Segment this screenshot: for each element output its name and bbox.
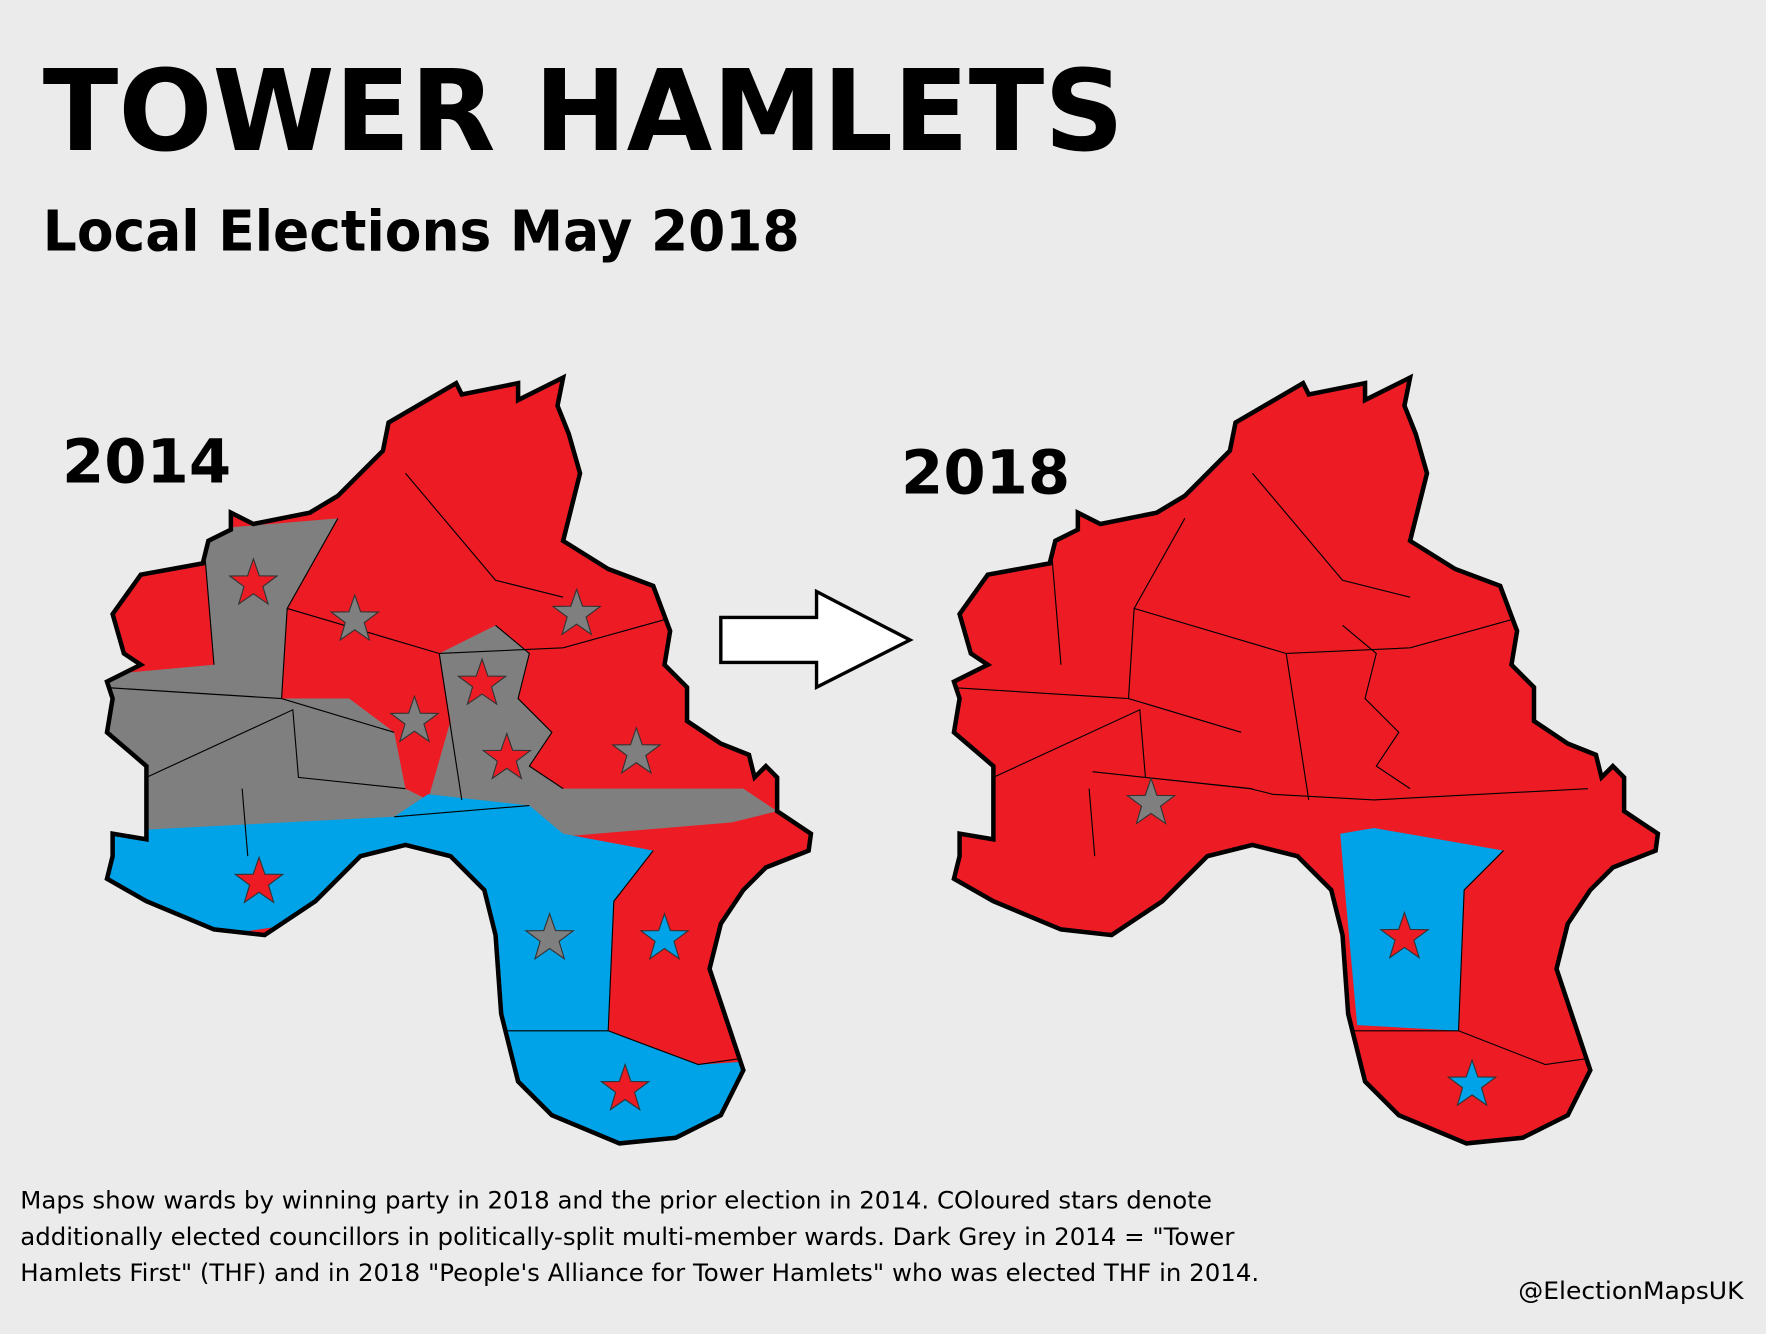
caption-line: additionally elected councillors in poli… (20, 1223, 1234, 1251)
arrow (719, 588, 914, 691)
credit: @ElectionMapsUK (1518, 1277, 1744, 1305)
map-2018 (948, 378, 1658, 1144)
caption-line: Maps show wards by winning party in 2018… (20, 1187, 1212, 1215)
title: TOWER HAMLETS (43, 45, 1124, 177)
subtitle: Local Elections May 2018 (43, 199, 800, 264)
map-label: 2018 (901, 439, 1070, 509)
map-2014 (68, 378, 811, 1195)
map-label: 2014 (62, 427, 231, 497)
caption-line: Hamlets First" (THF) and in 2018 "People… (20, 1259, 1259, 1287)
